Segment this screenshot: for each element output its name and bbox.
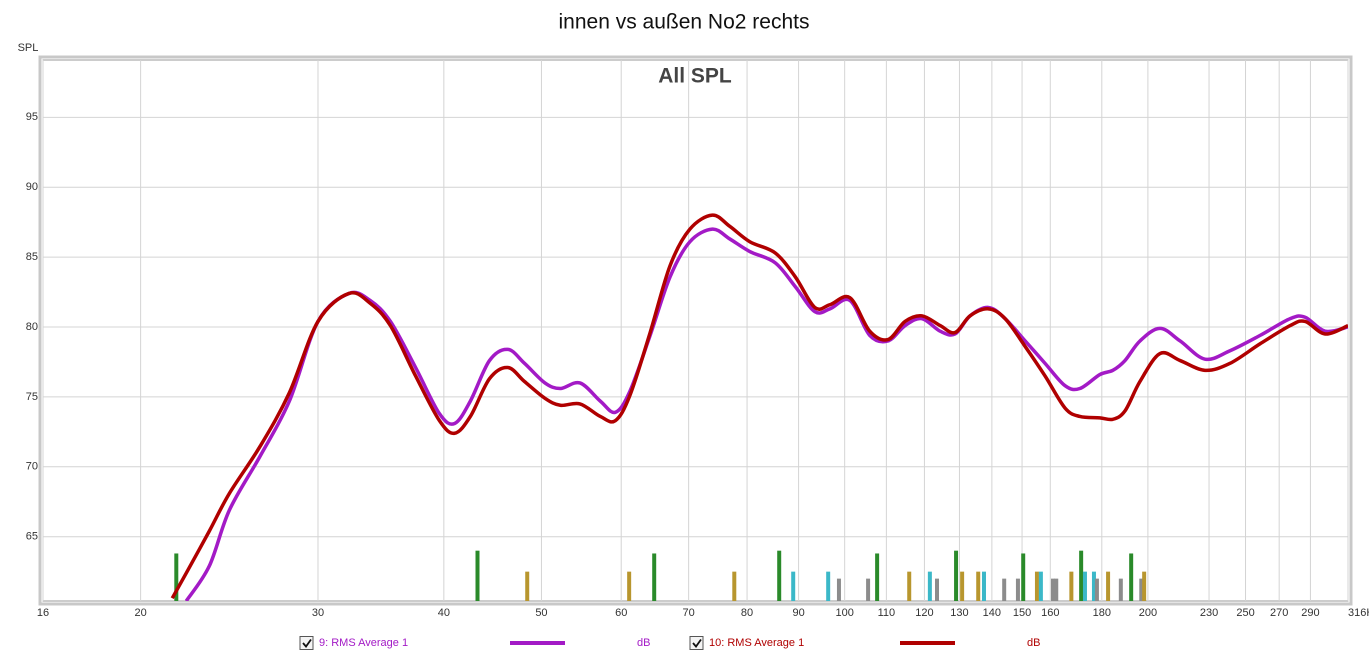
marker-bar bbox=[1142, 571, 1147, 601]
marker-bar bbox=[627, 571, 632, 601]
x-tick-label: 50 bbox=[535, 607, 547, 619]
marker-bar bbox=[791, 571, 796, 601]
marker-bar bbox=[732, 571, 737, 601]
legend-checkbox[interactable] bbox=[299, 636, 314, 650]
marker-bar bbox=[1034, 571, 1039, 601]
y-axis-label: SPL bbox=[18, 42, 39, 54]
x-tick-label: 270 bbox=[1270, 607, 1288, 619]
x-tick-label: 40 bbox=[438, 607, 450, 619]
marker-bar bbox=[826, 571, 831, 601]
marker-bar bbox=[475, 550, 480, 601]
x-tick-label: 200 bbox=[1139, 607, 1157, 619]
x-tick-label: 60 bbox=[615, 607, 627, 619]
x-tick-label: 90 bbox=[792, 607, 804, 619]
x-tick-label: 110 bbox=[878, 607, 896, 619]
marker-bar bbox=[174, 553, 179, 601]
x-tick-label: 100 bbox=[835, 607, 853, 619]
y-tick-label: 75 bbox=[26, 391, 38, 403]
checkbox-check[interactable] bbox=[692, 638, 702, 648]
marker-bar bbox=[1118, 578, 1123, 601]
x-tick-label: 140 bbox=[983, 607, 1001, 619]
x-tick-label: 230 bbox=[1200, 607, 1218, 619]
y-tick-label: 95 bbox=[26, 111, 38, 123]
marker-bar bbox=[981, 571, 986, 601]
marker-bar bbox=[1106, 571, 1111, 601]
y-tick-label: 65 bbox=[26, 531, 38, 543]
marker-bar bbox=[836, 578, 841, 601]
grid: 65 70 75 80 85 90 95 16 20 30 40 50 60 70 80 90 100 110 12… bbox=[26, 60, 1369, 619]
x-tick-label: 160 bbox=[1041, 607, 1059, 619]
legend-checkbox[interactable] bbox=[689, 636, 704, 650]
marker-bar bbox=[1094, 578, 1099, 601]
x-tick-label: 290 bbox=[1301, 607, 1319, 619]
marker-bar bbox=[954, 550, 959, 601]
x-tick-label: 30 bbox=[312, 607, 324, 619]
x-tick-label: 80 bbox=[741, 607, 753, 619]
legend: 9: RMS Average 1 dB 10: RMS Average 1 dB bbox=[299, 636, 1040, 650]
checkbox-box[interactable] bbox=[299, 636, 314, 650]
marker-bar bbox=[1139, 578, 1144, 601]
y-tick-label: 90 bbox=[26, 181, 38, 193]
x-tick-label: 180 bbox=[1093, 607, 1111, 619]
marker-bar bbox=[866, 578, 871, 601]
legend-unit: dB bbox=[637, 637, 650, 649]
marker-bar bbox=[1015, 578, 1020, 601]
marker-bar bbox=[927, 571, 932, 601]
marker-bar bbox=[907, 571, 912, 601]
checkbox-box[interactable] bbox=[689, 636, 704, 650]
checkbox-check[interactable] bbox=[302, 638, 312, 648]
marker-bar bbox=[1038, 571, 1043, 601]
x-tick-label: 20 bbox=[134, 607, 146, 619]
marker-bar bbox=[525, 571, 530, 601]
x-tick-label: 316Hz bbox=[1348, 607, 1369, 619]
marker-bar bbox=[1069, 571, 1074, 601]
marker-bar bbox=[1002, 578, 1007, 601]
marker-bar bbox=[1079, 550, 1084, 601]
y-tick-label: 70 bbox=[26, 461, 38, 473]
marker-bar bbox=[976, 571, 981, 601]
series-line bbox=[170, 213, 1348, 600]
annotation: All SPL bbox=[658, 65, 732, 88]
y-tick-label: 85 bbox=[26, 251, 38, 263]
plot-marks bbox=[170, 213, 1348, 601]
x-tick-label: 130 bbox=[950, 607, 968, 619]
x-tick-label: 70 bbox=[683, 607, 695, 619]
marker-bar bbox=[875, 553, 880, 601]
legend-unit: dB bbox=[1027, 637, 1040, 649]
legend-label: 10: RMS Average 1 bbox=[709, 637, 804, 649]
marker-bar bbox=[1054, 578, 1059, 601]
x-tick-label: 150 bbox=[1013, 607, 1031, 619]
marker-bar bbox=[1021, 553, 1026, 601]
marker-bar bbox=[1129, 553, 1134, 601]
chart-title: innen vs außen No2 rechts bbox=[559, 11, 810, 34]
marker-bar bbox=[1051, 578, 1056, 601]
plot-frame bbox=[38, 55, 1353, 606]
marker-bar bbox=[652, 553, 657, 601]
marker-bar bbox=[1082, 571, 1087, 601]
x-tick-label: 16 bbox=[37, 607, 49, 619]
marker-bar bbox=[1091, 571, 1096, 601]
legend-label: 9: RMS Average 1 bbox=[319, 637, 408, 649]
marker-bar bbox=[960, 571, 965, 601]
y-tick-label: 80 bbox=[26, 321, 38, 333]
x-tick-label: 250 bbox=[1236, 607, 1254, 619]
marker-bar bbox=[935, 578, 940, 601]
plot-area bbox=[42, 59, 1349, 602]
marker-bar bbox=[777, 550, 782, 601]
series-line bbox=[184, 227, 1348, 601]
x-tick-label: 120 bbox=[915, 607, 933, 619]
